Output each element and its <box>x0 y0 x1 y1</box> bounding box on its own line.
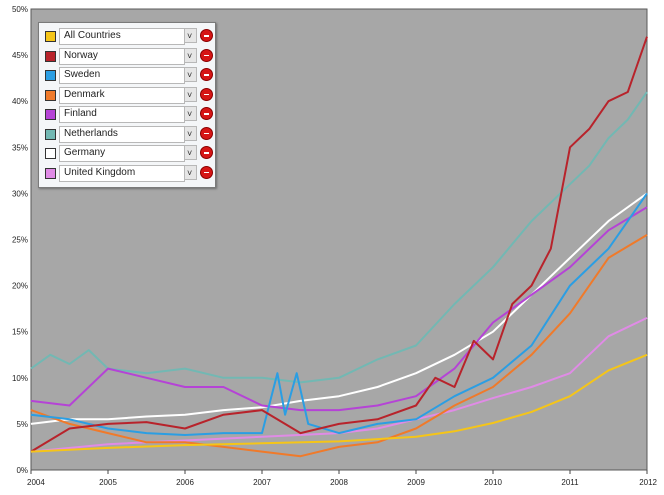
country-label: Denmark <box>64 88 105 100</box>
y-tick-label: 20% <box>12 282 28 291</box>
axes: 0% 5% 10% 15% 20% 25% 30% 35% 40% 45% 50% 2004 2005 2… <box>12 5 658 487</box>
legend-swatch <box>45 50 56 62</box>
remove-series-button[interactable] <box>200 146 213 159</box>
remove-series-button[interactable] <box>200 48 213 62</box>
dropdown-button[interactable]: ˅ <box>184 86 197 102</box>
country-label: Finland <box>64 108 97 119</box>
y-tick-label: 5% <box>16 420 28 429</box>
y-tick-label: 45% <box>12 51 28 60</box>
remove-series-button[interactable] <box>200 126 213 140</box>
chevron-down-icon: ˅ <box>187 148 193 158</box>
dropdown-button[interactable]: ˅ <box>184 67 197 82</box>
minus-icon <box>204 132 209 135</box>
country-label: United Kingdom <box>64 166 136 178</box>
remove-series-button[interactable] <box>200 87 213 101</box>
minus-icon <box>204 93 209 96</box>
country-label: Sweden <box>64 69 101 80</box>
legend: All Countries ˅ Norway ˅ Sweden ˅ Denmark ˅ Finl… <box>38 22 216 188</box>
series-line-finland <box>30 206 648 412</box>
country-label: Germany <box>64 147 106 158</box>
legend-swatch <box>45 31 56 42</box>
country-select[interactable]: Denmark <box>59 86 185 104</box>
country-select[interactable]: Norway <box>59 47 185 65</box>
y-tick-label: 15% <box>12 328 28 337</box>
legend-item-united-kingdom: United Kingdom ˅ <box>43 164 213 182</box>
y-tick-label: 35% <box>12 143 28 152</box>
chevron-down-icon: ˅ <box>187 167 193 178</box>
x-tick-label: 2006 <box>176 478 194 487</box>
legend-swatch <box>45 109 56 120</box>
legend-item-finland: Finland ˅ <box>43 106 213 123</box>
y-tick-label: 0% <box>16 466 28 475</box>
chevron-down-icon: ˅ <box>187 50 193 61</box>
series-line-denmark <box>30 234 648 458</box>
legend-swatch <box>45 128 56 140</box>
x-tick-label: 2011 <box>561 478 579 487</box>
dropdown-button[interactable]: ˅ <box>184 164 197 180</box>
remove-series-button[interactable] <box>200 107 213 120</box>
country-select[interactable]: Sweden <box>59 67 185 84</box>
y-tick-label: 30% <box>12 189 28 198</box>
legend-swatch <box>45 89 56 101</box>
legend-item-denmark: Denmark ˅ <box>43 86 213 104</box>
dropdown-button[interactable]: ˅ <box>184 106 197 121</box>
minus-icon <box>204 54 209 57</box>
chevron-down-icon: ˅ <box>187 109 193 119</box>
legend-item-sweden: Sweden ˅ <box>43 67 213 84</box>
country-select[interactable]: Finland <box>59 106 185 123</box>
x-tick-label: 2008 <box>330 478 348 487</box>
country-label: All Countries <box>64 30 121 41</box>
dropdown-button[interactable]: ˅ <box>184 145 197 160</box>
minus-icon <box>204 152 209 154</box>
x-tick-label: 2010 <box>484 478 502 487</box>
minus-icon <box>204 35 209 37</box>
minus-icon <box>204 74 209 76</box>
x-tick-label: 2007 <box>253 478 271 487</box>
series-lines <box>30 36 648 458</box>
dropdown-button[interactable]: ˅ <box>184 28 197 43</box>
dropdown-button[interactable]: ˅ <box>184 125 197 141</box>
remove-series-button[interactable] <box>200 29 213 42</box>
series-line-germany <box>30 192 648 425</box>
series-line-sweden <box>30 192 648 436</box>
legend-item-all-countries: All Countries ˅ <box>43 28 213 45</box>
legend-item-norway: Norway ˅ <box>43 47 213 65</box>
remove-series-button[interactable] <box>200 68 213 81</box>
y-tick-label: 50% <box>12 5 28 14</box>
chevron-down-icon: ˅ <box>187 31 193 41</box>
legend-swatch <box>45 148 56 159</box>
dropdown-button[interactable]: ˅ <box>184 47 197 63</box>
minus-icon <box>204 171 209 174</box>
legend-item-netherlands: Netherlands ˅ <box>43 125 213 143</box>
x-tick-label: 2004 <box>27 478 45 487</box>
legend-swatch <box>45 70 56 81</box>
y-tick-label: 40% <box>12 97 28 106</box>
y-tick-label: 10% <box>12 374 28 383</box>
chevron-down-icon: ˅ <box>187 70 193 80</box>
chevron-down-icon: ˅ <box>187 89 193 100</box>
series-line-netherlands <box>30 91 648 384</box>
country-select[interactable]: All Countries <box>59 28 185 45</box>
legend-swatch <box>45 167 56 179</box>
country-label: Norway <box>64 49 98 61</box>
chevron-down-icon: ˅ <box>187 128 193 139</box>
series-line-norway <box>30 36 648 453</box>
country-select[interactable]: United Kingdom <box>59 164 185 182</box>
minus-icon <box>204 113 209 115</box>
series-line-all-countries <box>30 353 648 453</box>
y-tick-label: 25% <box>12 236 28 245</box>
country-select[interactable]: Netherlands <box>59 125 185 143</box>
x-tick-label: 2012 <box>639 478 657 487</box>
x-tick-label: 2005 <box>99 478 117 487</box>
remove-series-button[interactable] <box>200 165 213 179</box>
country-select[interactable]: Germany <box>59 145 185 162</box>
country-label: Netherlands <box>64 127 118 139</box>
x-tick-label: 2009 <box>407 478 425 487</box>
legend-item-germany: Germany ˅ <box>43 145 213 162</box>
